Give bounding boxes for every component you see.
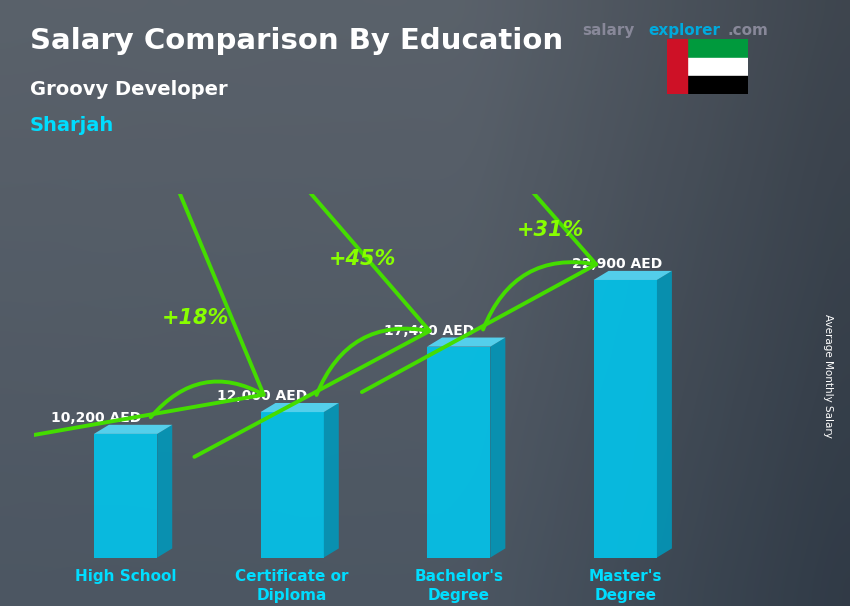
Bar bbox=[667, 39, 748, 58]
Text: explorer: explorer bbox=[649, 23, 721, 38]
Bar bbox=[667, 58, 748, 76]
Text: +18%: +18% bbox=[162, 307, 230, 328]
Polygon shape bbox=[657, 271, 672, 558]
Text: 17,400 AED: 17,400 AED bbox=[383, 324, 473, 338]
Polygon shape bbox=[593, 271, 672, 280]
Polygon shape bbox=[260, 412, 324, 558]
Text: 12,000 AED: 12,000 AED bbox=[217, 389, 308, 403]
Text: Groovy Developer: Groovy Developer bbox=[30, 80, 227, 99]
FancyArrowPatch shape bbox=[1, 148, 264, 441]
Polygon shape bbox=[427, 347, 490, 558]
Text: salary: salary bbox=[582, 23, 635, 38]
Text: Sharjah: Sharjah bbox=[30, 116, 114, 135]
Bar bbox=[667, 76, 748, 94]
Polygon shape bbox=[157, 425, 173, 558]
Polygon shape bbox=[490, 338, 506, 558]
Polygon shape bbox=[260, 403, 339, 412]
FancyArrowPatch shape bbox=[195, 129, 429, 457]
Text: Salary Comparison By Education: Salary Comparison By Education bbox=[30, 27, 563, 55]
Polygon shape bbox=[324, 403, 339, 558]
Text: 22,900 AED: 22,900 AED bbox=[572, 257, 662, 271]
Bar bbox=[667, 39, 688, 94]
Text: +45%: +45% bbox=[328, 249, 396, 270]
Text: 10,200 AED: 10,200 AED bbox=[50, 411, 141, 425]
FancyArrowPatch shape bbox=[362, 64, 596, 392]
Polygon shape bbox=[427, 338, 506, 347]
Text: .com: .com bbox=[728, 23, 768, 38]
Polygon shape bbox=[94, 434, 157, 558]
Polygon shape bbox=[94, 425, 173, 434]
Polygon shape bbox=[593, 280, 657, 558]
Text: Average Monthly Salary: Average Monthly Salary bbox=[823, 314, 833, 438]
Text: +31%: +31% bbox=[517, 220, 584, 241]
